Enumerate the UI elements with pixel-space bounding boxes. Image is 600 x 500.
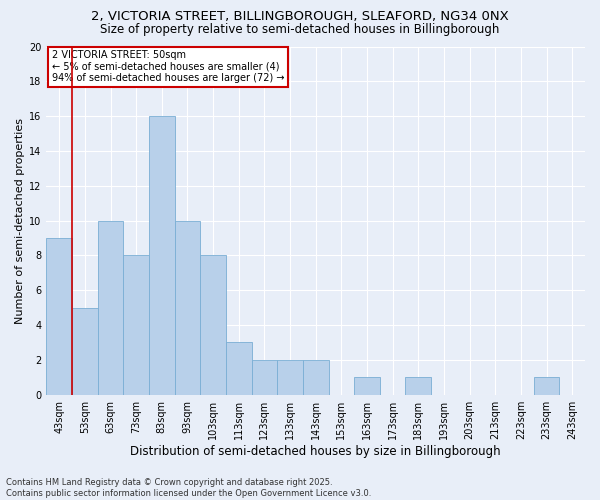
Bar	[354, 378, 380, 394]
Bar	[200, 256, 226, 394]
Bar	[98, 220, 124, 394]
Text: Contains HM Land Registry data © Crown copyright and database right 2025.
Contai: Contains HM Land Registry data © Crown c…	[6, 478, 371, 498]
Text: 2, VICTORIA STREET, BILLINGBOROUGH, SLEAFORD, NG34 0NX: 2, VICTORIA STREET, BILLINGBOROUGH, SLEA…	[91, 10, 509, 23]
Bar	[175, 220, 200, 394]
Bar	[46, 238, 72, 394]
Y-axis label: Number of semi-detached properties: Number of semi-detached properties	[15, 118, 25, 324]
Bar	[251, 360, 277, 394]
Bar	[72, 308, 98, 394]
Bar	[226, 342, 251, 394]
X-axis label: Distribution of semi-detached houses by size in Billingborough: Distribution of semi-detached houses by …	[130, 444, 501, 458]
Text: 2 VICTORIA STREET: 50sqm
← 5% of semi-detached houses are smaller (4)
94% of sem: 2 VICTORIA STREET: 50sqm ← 5% of semi-de…	[52, 50, 284, 83]
Bar	[149, 116, 175, 394]
Bar	[303, 360, 329, 394]
Bar	[277, 360, 303, 394]
Bar	[124, 256, 149, 394]
Bar	[534, 378, 559, 394]
Text: Size of property relative to semi-detached houses in Billingborough: Size of property relative to semi-detach…	[100, 22, 500, 36]
Bar	[406, 378, 431, 394]
